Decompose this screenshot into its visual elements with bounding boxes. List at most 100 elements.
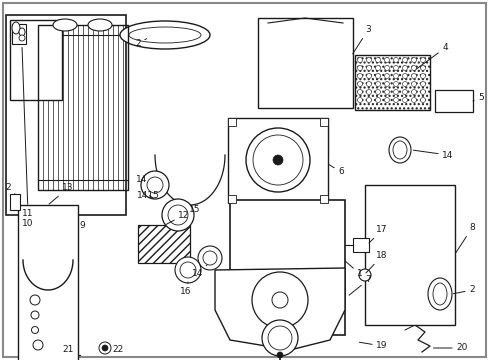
Ellipse shape <box>129 27 201 43</box>
Bar <box>364 185 454 325</box>
Text: 2: 2 <box>135 39 146 48</box>
Bar <box>434 90 472 112</box>
Circle shape <box>384 66 389 71</box>
Circle shape <box>162 199 194 231</box>
Text: 12: 12 <box>166 211 189 224</box>
Circle shape <box>271 292 287 308</box>
Circle shape <box>402 73 407 78</box>
Text: 10: 10 <box>22 220 34 229</box>
Bar <box>138 225 190 263</box>
Text: 5: 5 <box>472 94 483 103</box>
Polygon shape <box>215 268 345 350</box>
Circle shape <box>420 73 425 78</box>
Bar <box>319 195 327 203</box>
Bar <box>319 118 327 126</box>
Text: 8: 8 <box>455 224 474 253</box>
Circle shape <box>411 58 416 63</box>
Text: 3: 3 <box>352 26 370 54</box>
Text: 14: 14 <box>136 175 147 184</box>
Bar <box>38 25 128 190</box>
Circle shape <box>245 128 309 192</box>
Circle shape <box>384 98 389 103</box>
Circle shape <box>168 205 187 225</box>
Text: 17: 17 <box>368 225 387 243</box>
Text: 9: 9 <box>79 220 85 230</box>
Circle shape <box>252 135 303 185</box>
Ellipse shape <box>427 278 451 310</box>
Circle shape <box>180 262 196 278</box>
Circle shape <box>198 246 222 270</box>
Circle shape <box>402 90 407 94</box>
Ellipse shape <box>432 283 446 305</box>
Circle shape <box>357 81 362 86</box>
Ellipse shape <box>88 19 112 31</box>
Circle shape <box>366 66 371 71</box>
Text: 7: 7 <box>348 275 370 295</box>
Circle shape <box>357 66 362 71</box>
Bar <box>10 20 62 100</box>
Bar <box>6 15 126 215</box>
Text: 6: 6 <box>328 165 343 176</box>
Text: 15: 15 <box>189 206 201 215</box>
Circle shape <box>384 73 389 78</box>
Text: 1415: 1415 <box>136 190 159 199</box>
Bar <box>12 24 26 44</box>
Text: 4: 4 <box>415 44 447 69</box>
Circle shape <box>102 345 108 351</box>
Circle shape <box>31 327 39 333</box>
Circle shape <box>272 155 283 165</box>
Circle shape <box>357 90 362 94</box>
Circle shape <box>420 98 425 103</box>
Circle shape <box>358 269 370 281</box>
Circle shape <box>393 98 398 103</box>
Circle shape <box>375 66 380 71</box>
Circle shape <box>30 295 40 305</box>
Circle shape <box>147 177 163 193</box>
Text: 1: 1 <box>345 261 362 279</box>
Text: 18: 18 <box>365 252 387 273</box>
Circle shape <box>411 73 416 78</box>
Ellipse shape <box>388 137 410 163</box>
Circle shape <box>375 90 380 94</box>
Circle shape <box>99 342 111 354</box>
Circle shape <box>267 326 291 350</box>
Text: 20: 20 <box>432 343 467 352</box>
Circle shape <box>393 81 398 86</box>
Ellipse shape <box>19 28 25 36</box>
Circle shape <box>276 352 283 358</box>
Circle shape <box>375 58 380 63</box>
Text: 19: 19 <box>359 342 387 351</box>
Circle shape <box>251 272 307 328</box>
Text: 11: 11 <box>22 48 34 217</box>
Circle shape <box>262 320 297 356</box>
Bar <box>227 118 327 203</box>
Ellipse shape <box>120 21 209 49</box>
Circle shape <box>411 66 416 71</box>
Circle shape <box>366 81 371 86</box>
Circle shape <box>402 81 407 86</box>
Text: 14: 14 <box>192 265 206 279</box>
Circle shape <box>402 66 407 71</box>
Text: 16: 16 <box>180 282 191 297</box>
Text: 13: 13 <box>49 184 74 204</box>
Bar <box>354 55 429 110</box>
Bar <box>258 18 352 108</box>
Circle shape <box>393 73 398 78</box>
Circle shape <box>33 340 43 350</box>
Circle shape <box>420 81 425 86</box>
Circle shape <box>357 58 362 63</box>
Circle shape <box>393 66 398 71</box>
Circle shape <box>420 90 425 94</box>
Circle shape <box>384 58 389 63</box>
Circle shape <box>366 73 371 78</box>
Bar <box>352 238 368 252</box>
Circle shape <box>411 98 416 103</box>
Circle shape <box>384 81 389 86</box>
Text: 22: 22 <box>112 346 123 355</box>
Text: 2: 2 <box>5 184 15 194</box>
Ellipse shape <box>53 19 77 31</box>
Bar <box>18 205 78 360</box>
Circle shape <box>384 90 389 94</box>
Bar <box>229 200 345 335</box>
Circle shape <box>366 90 371 94</box>
